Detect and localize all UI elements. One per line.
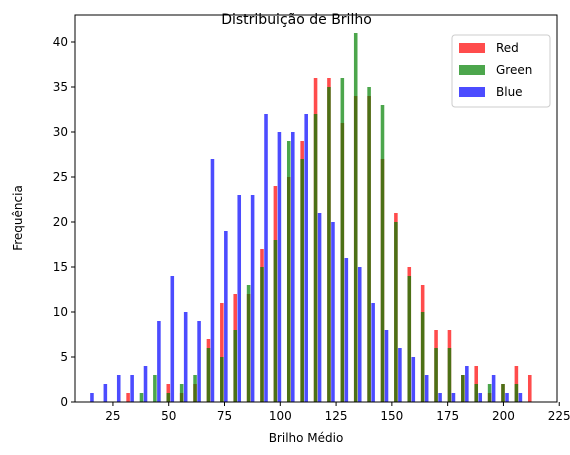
blue-bar [264,114,268,402]
blue-bar [183,312,188,402]
y-tick-label: 20 [53,215,68,229]
blue-bar [237,195,242,402]
blue-bar [411,357,416,402]
blue-bar [103,384,108,402]
green-bar [447,348,452,402]
x-axis-label: Brilho Médio [269,431,344,445]
green-bar [139,393,144,402]
green-bar [367,87,371,402]
y-tick-label: 35 [53,80,68,94]
y-tick-label: 25 [53,170,68,184]
green-bar [353,33,358,402]
x-tick-label: 125 [325,409,348,423]
x-axis: 25 50 75 100 125 150 175 200 225 [105,402,570,423]
green-bar [380,105,385,402]
bars-layer [90,33,532,402]
red-bar [126,393,130,402]
blue-bar [518,393,523,402]
green-bar [434,348,438,402]
green-bar [193,375,197,402]
y-axis: 0 5 10 15 20 25 30 35 40 [53,35,75,409]
green-bar [206,348,211,402]
blue-bar [277,132,282,402]
x-tick-label: 25 [105,409,120,423]
legend-label-green: Green [496,63,532,77]
blue-bar [357,267,362,402]
green-bar [407,276,412,402]
blue-bar [116,375,121,402]
green-bar [394,222,398,402]
blue-bar [344,258,349,402]
green-bar [327,87,331,402]
blue-bar [331,222,335,402]
legend-label-blue: Blue [496,85,523,99]
blue-bar [304,114,308,402]
green-bar [220,357,224,402]
x-tick-label: 150 [380,409,403,423]
blue-bar [384,330,389,402]
green-bar [514,384,519,402]
red-bar [220,303,224,402]
green-bar [260,267,264,402]
y-tick-label: 0 [60,395,68,409]
blue-bar [371,303,375,402]
legend-label-red: Red [496,41,519,55]
y-tick-label: 10 [53,305,68,319]
legend-swatch-red [459,43,485,53]
y-axis-label: Frequência [11,185,25,251]
legend-swatch-green [459,65,485,75]
green-bar [246,285,251,402]
green-bar [153,375,157,402]
green-bar [313,114,318,402]
green-bar [179,384,184,402]
green-bar [300,159,304,402]
blue-bar [317,213,322,402]
blue-bar [438,393,442,402]
x-tick-label: 175 [436,409,459,423]
y-tick-label: 40 [53,35,68,49]
blue-bar [197,321,201,402]
x-tick-label: 50 [161,409,176,423]
y-tick-label: 15 [53,260,68,274]
green-bar [461,375,465,402]
green-bar [420,312,425,402]
blue-bar [478,393,483,402]
green-bar [487,384,492,402]
blue-bar [424,375,429,402]
green-bar [286,141,291,402]
legend-swatch-blue [459,87,485,97]
blue-bar [210,159,215,402]
legend: Red Green Blue [451,34,551,108]
green-bar [501,384,505,402]
blue-bar [465,366,469,402]
blue-bar [451,393,456,402]
blue-bar [491,375,496,402]
blue-bar [170,276,175,402]
blue-bar [143,366,148,402]
y-tick-label: 30 [53,125,68,139]
green-bar [474,384,479,402]
x-tick-label: 200 [492,409,515,423]
blue-bar [130,375,134,402]
blue-bar [157,321,161,402]
y-tick-label: 5 [60,350,68,364]
red-bar [527,375,532,402]
blue-bar [291,132,295,402]
blue-bar [90,393,94,402]
blue-bar [224,231,228,402]
blue-bar [398,348,402,402]
x-tick-label: 75 [217,409,232,423]
green-bar [340,78,345,402]
green-bar [233,330,238,402]
x-tick-label: 225 [548,409,570,423]
chart-title: Distribuição de Brilho [221,12,372,28]
blue-bar [505,393,509,402]
plot-frame [74,14,558,403]
green-bar [166,393,171,402]
green-bar [273,240,278,402]
blue-bar [250,195,255,402]
x-tick-label: 100 [269,409,292,423]
